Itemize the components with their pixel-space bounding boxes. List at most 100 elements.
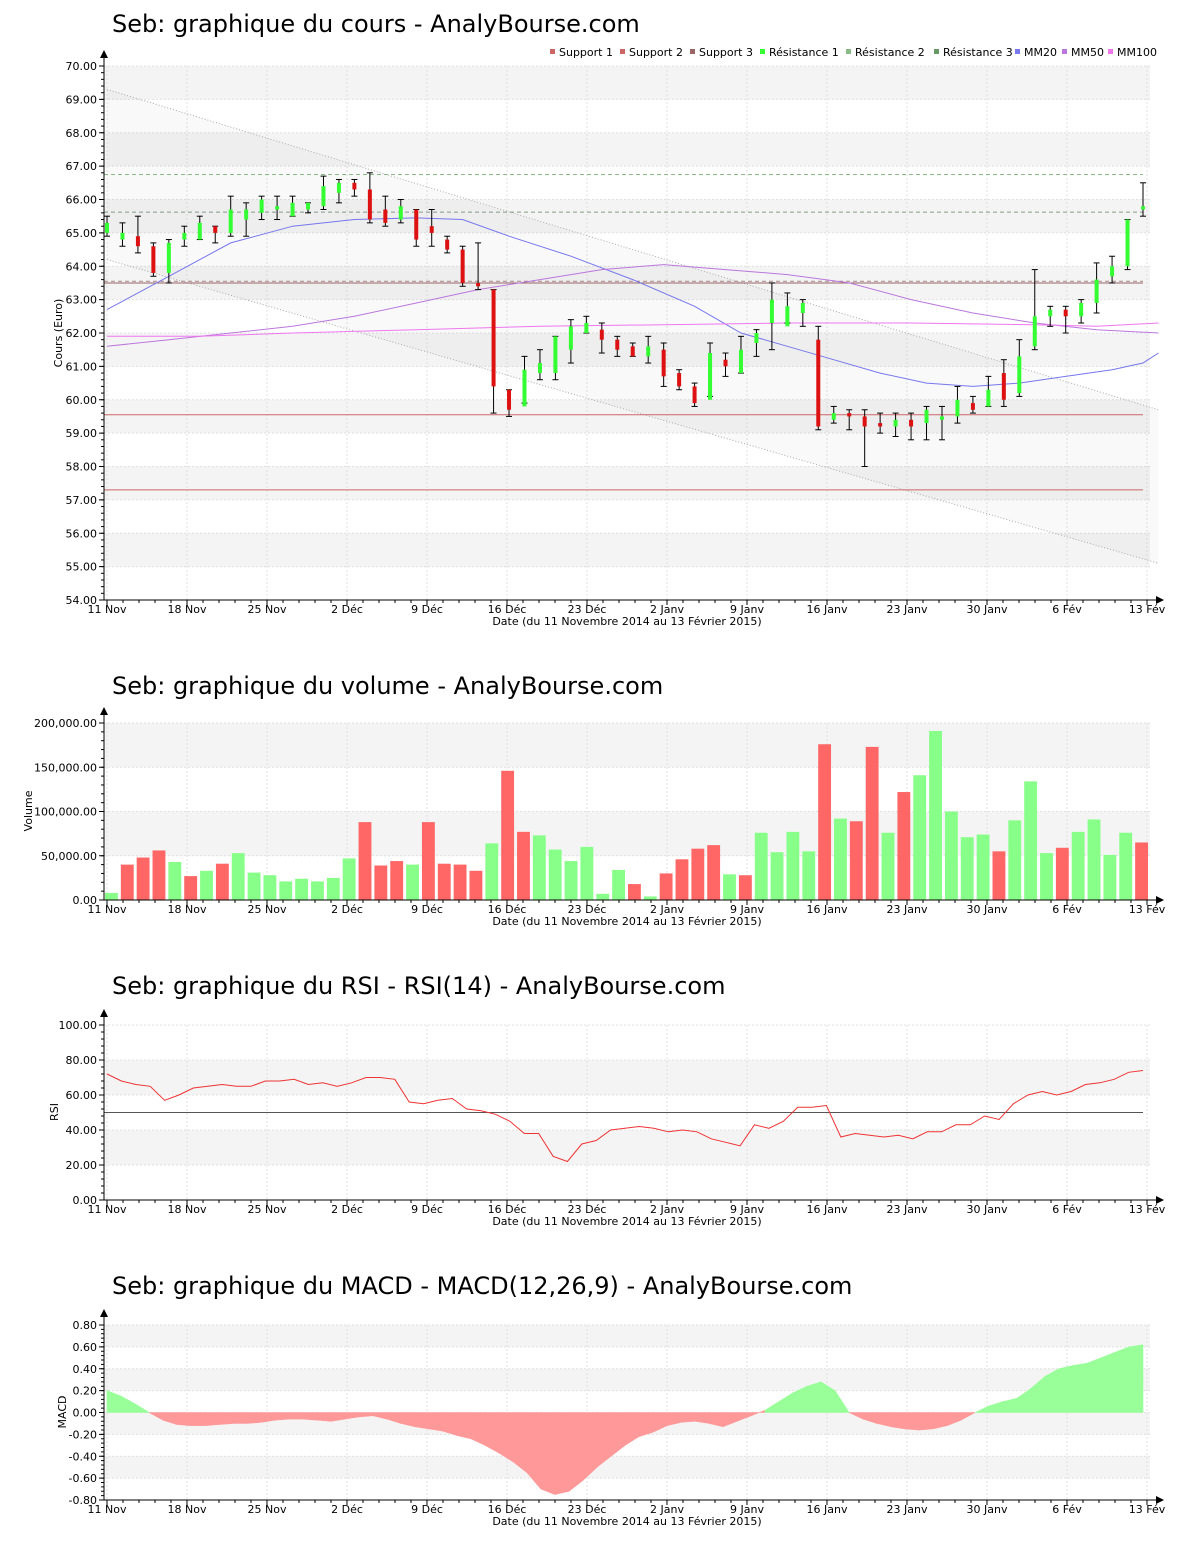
volume-bar	[1008, 820, 1022, 900]
candle-body	[445, 239, 450, 250]
macd-area-segment	[1016, 1387, 1032, 1413]
macd-area-segment	[1114, 1346, 1130, 1413]
volume-x-tick-label: 16 Janv	[807, 903, 848, 916]
price-y-tick-label: 59.00	[66, 427, 98, 440]
macd-area-segment	[302, 1412, 318, 1421]
price-legend: Support 1 Support 2 Support 3 Résistance 1 R…	[550, 46, 1157, 59]
macd-y-axis-arrow	[100, 1309, 108, 1317]
macd-x-tick-label: 9 Déc	[411, 1503, 443, 1516]
price-x-tick-label: 9 Déc	[411, 603, 443, 616]
candle-body	[213, 226, 218, 233]
candle-body	[429, 226, 434, 233]
candle-body	[352, 182, 357, 190]
volume-x-tick-label: 30 Janv	[967, 903, 1008, 916]
volume-chart: 0.00 50,000.00 100,000.00 150,000.00 200,000…	[22, 707, 1166, 928]
candle-body	[893, 419, 898, 427]
candle-body	[491, 289, 496, 387]
rsi-x-tick-label: 16 Janv	[807, 1203, 848, 1216]
volume-bar	[913, 775, 927, 900]
macd-area-segment	[554, 1412, 570, 1495]
price-x-tick-label: 13 Fév	[1129, 603, 1166, 616]
macd-area-segment	[1058, 1365, 1074, 1413]
candle-body	[460, 249, 465, 283]
trend-channel-lower	[106, 259, 1159, 564]
macd-x-tick-label: 23 Déc	[568, 1503, 607, 1516]
price-y-tick-label: 70.00	[66, 60, 98, 73]
volume-bar	[390, 861, 404, 900]
volume-x-tick-label: 9 Déc	[411, 903, 443, 916]
macd-area-segment	[988, 1401, 1004, 1413]
rsi-y-tick-label: 100.00	[59, 1019, 98, 1032]
macd-area-segment	[134, 1403, 151, 1413]
macd-area-segment	[1044, 1368, 1060, 1413]
price-x-tick-label: 6 Fév	[1052, 603, 1082, 616]
candle-body	[584, 322, 589, 333]
legend-swatch	[690, 49, 695, 54]
macd-area-segment	[890, 1412, 906, 1430]
macd-grid-band	[104, 1456, 1150, 1479]
candle-body	[831, 413, 836, 420]
volume-bar	[263, 875, 277, 900]
macd-y-tick-label: -0.80	[69, 1494, 97, 1507]
volume-bar	[976, 834, 990, 900]
rsi-x-tick-label: 25 Nov	[248, 1203, 287, 1216]
candle-body	[1141, 206, 1145, 210]
rsi-y-tick-label: 40.00	[66, 1124, 98, 1137]
candle-body	[414, 209, 419, 240]
macd-y-tick-label: 0.20	[73, 1385, 98, 1398]
volume-bar	[469, 870, 483, 900]
price-x-tick-label: 23 Janv	[887, 603, 928, 616]
macd-y-tick-label: -0.20	[69, 1428, 97, 1441]
legend-entry: MM100	[1117, 46, 1157, 59]
volume-bar	[628, 884, 641, 900]
macd-x-tick-label: 16 Déc	[488, 1503, 527, 1516]
volume-x-tick-label: 13 Fév	[1129, 903, 1166, 916]
candle-body	[120, 232, 125, 240]
candle-body	[568, 326, 573, 350]
macd-x-tick-label: 6 Fév	[1052, 1503, 1082, 1516]
volume-bar	[723, 874, 736, 900]
legend-entry: MM20	[1024, 46, 1057, 59]
volume-grid-band	[104, 723, 1150, 768]
price-y-axis-label: Cours (Euro)	[52, 299, 65, 368]
volume-bar	[105, 892, 118, 900]
rsi-x-tick-label: 9 Déc	[411, 1203, 443, 1216]
price-grid-band	[104, 533, 1150, 567]
macd-area-segment	[1100, 1351, 1116, 1413]
macd-area-segment	[680, 1412, 696, 1423]
macd-area-segment	[120, 1395, 136, 1413]
macd-area-segment	[414, 1412, 430, 1430]
candle-body	[677, 373, 682, 387]
macd-area-segment	[806, 1381, 822, 1413]
price-x-axis-arrow	[1156, 596, 1164, 604]
legend-swatch	[846, 49, 851, 54]
volume-bar	[849, 821, 863, 900]
volume-bar	[929, 730, 942, 900]
rsi-x-tick-label: 9 Janv	[730, 1203, 764, 1216]
price-y-tick-label: 56.00	[66, 527, 98, 540]
volume-bar	[675, 859, 689, 900]
macd-x-tick-label: 13 Fév	[1129, 1503, 1166, 1516]
legend-entry: Résistance 3	[943, 46, 1013, 59]
volume-bar	[1024, 781, 1038, 900]
rsi-y-tick-label: 60.00	[66, 1089, 98, 1102]
macd-area-segment	[610, 1412, 626, 1457]
price-x-tick-label: 16 Déc	[488, 603, 527, 616]
volume-bar	[802, 851, 816, 900]
volume-bar	[532, 835, 546, 900]
mm20-line	[106, 217, 1159, 387]
price-x-tick-label: 11 Nov	[88, 603, 127, 616]
price-x-tick-label: 25 Nov	[248, 603, 287, 616]
volume-y-axis-arrow	[100, 707, 108, 715]
macd-x-tick-label: 2 Janv	[650, 1503, 684, 1516]
macd-area-segment	[190, 1412, 206, 1426]
volume-bar	[770, 852, 784, 900]
rsi-y-tick-label: 0.00	[73, 1194, 98, 1207]
candle-body	[522, 369, 527, 407]
price-y-tick-label: 65.00	[66, 227, 98, 240]
volume-bar	[453, 864, 467, 900]
candle-body	[553, 336, 558, 374]
rsi-x-tick-label: 11 Nov	[88, 1203, 127, 1216]
candle-body	[1032, 316, 1037, 347]
candle-body	[228, 209, 233, 233]
